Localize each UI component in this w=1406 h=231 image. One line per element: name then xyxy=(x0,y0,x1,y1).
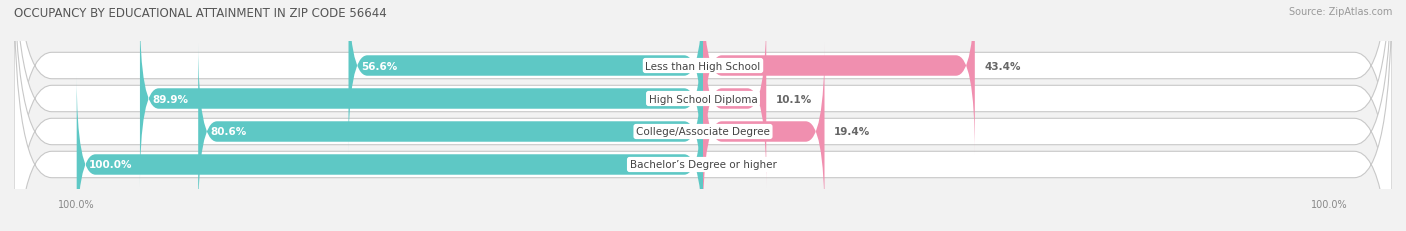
Text: 56.6%: 56.6% xyxy=(361,61,398,71)
Text: College/Associate Degree: College/Associate Degree xyxy=(636,127,770,137)
FancyBboxPatch shape xyxy=(703,44,824,220)
FancyBboxPatch shape xyxy=(349,0,703,155)
FancyBboxPatch shape xyxy=(141,11,703,187)
FancyBboxPatch shape xyxy=(198,44,703,220)
FancyBboxPatch shape xyxy=(14,0,1392,231)
Text: Bachelor’s Degree or higher: Bachelor’s Degree or higher xyxy=(630,160,776,170)
Text: 100.0%: 100.0% xyxy=(89,160,132,170)
Text: 89.9%: 89.9% xyxy=(152,94,188,104)
Text: OCCUPANCY BY EDUCATIONAL ATTAINMENT IN ZIP CODE 56644: OCCUPANCY BY EDUCATIONAL ATTAINMENT IN Z… xyxy=(14,7,387,20)
FancyBboxPatch shape xyxy=(703,0,974,155)
Text: 0.0%: 0.0% xyxy=(716,160,745,170)
FancyBboxPatch shape xyxy=(703,11,766,187)
Text: 10.1%: 10.1% xyxy=(776,94,811,104)
FancyBboxPatch shape xyxy=(77,76,703,231)
Text: High School Diploma: High School Diploma xyxy=(648,94,758,104)
FancyBboxPatch shape xyxy=(14,0,1392,231)
Text: Less than High School: Less than High School xyxy=(645,61,761,71)
FancyBboxPatch shape xyxy=(14,0,1392,231)
Text: 43.4%: 43.4% xyxy=(984,61,1021,71)
FancyBboxPatch shape xyxy=(14,0,1392,231)
Text: Source: ZipAtlas.com: Source: ZipAtlas.com xyxy=(1288,7,1392,17)
Text: 80.6%: 80.6% xyxy=(211,127,247,137)
Text: 19.4%: 19.4% xyxy=(834,127,870,137)
